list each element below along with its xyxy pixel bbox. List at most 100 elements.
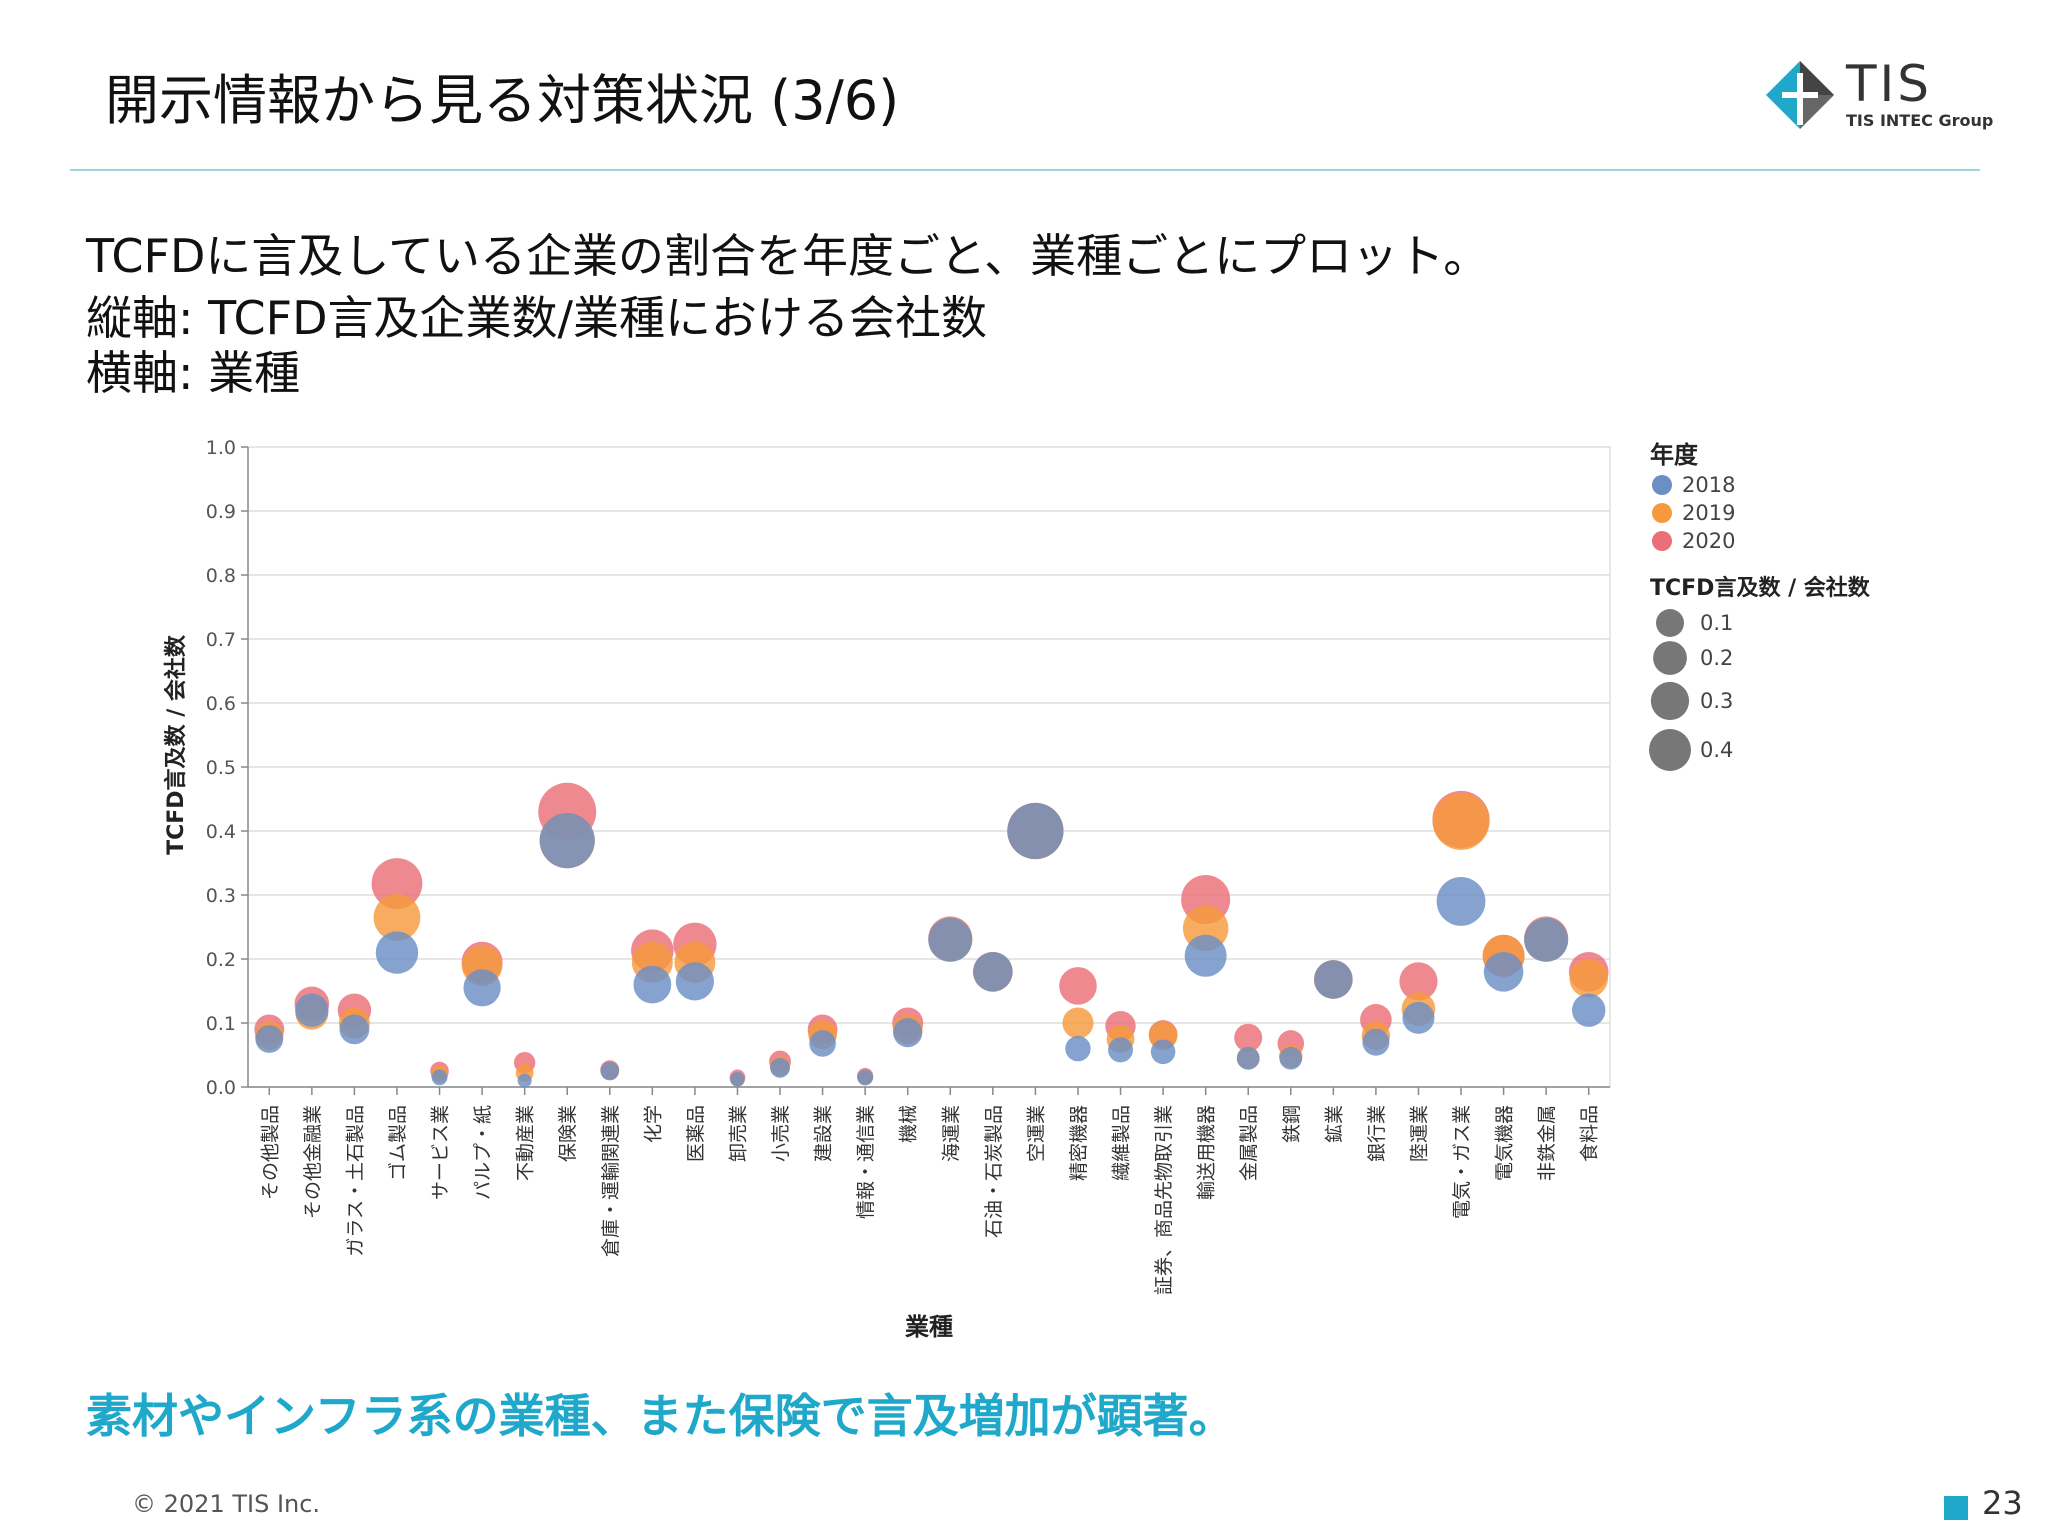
header-divider: [70, 169, 1980, 171]
x-tick-label: 陸運業: [1408, 1105, 1430, 1162]
data-point-2018: [1362, 1028, 1390, 1056]
x-tick-label: 小売業: [770, 1105, 792, 1162]
legend-label: 2019: [1682, 501, 1735, 525]
data-point-2018: [1007, 802, 1064, 860]
data-point-2018: [1402, 1001, 1435, 1034]
data-point-2018: [600, 1061, 620, 1081]
legend-size-label: 0.1: [1700, 611, 1733, 635]
x-tick-label: 海運業: [940, 1105, 962, 1162]
y-tick-label: 0.9: [206, 501, 236, 523]
logo-text: TIS: [1846, 55, 1933, 113]
description-line: 縦軸: TCFD言及企業数/業種における会社数: [86, 291, 988, 345]
x-tick-label: パルプ・紙: [472, 1105, 494, 1200]
y-tick-label: 0.1: [206, 1013, 236, 1035]
copyright: © 2021 TIS Inc.: [132, 1490, 321, 1518]
data-point-2020: [1234, 1023, 1263, 1052]
data-point-2018: [1184, 934, 1227, 977]
data-point-2018: [375, 931, 419, 974]
x-tick-label: 電気機器: [1494, 1105, 1516, 1181]
data-point-2018: [1572, 993, 1606, 1027]
y-tick-label: 0.6: [206, 693, 236, 715]
description-line: TCFDに言及している企業の割合を年度ごと、業種ごとにプロット。: [86, 229, 1490, 283]
data-point-2018: [295, 993, 329, 1027]
legend-size-label: 0.2: [1700, 646, 1733, 670]
x-tick-label: ガラス・土石製品: [344, 1105, 366, 1257]
x-tick-label: 銀行業: [1366, 1105, 1388, 1162]
y-tick-label: 1.0: [206, 437, 236, 459]
y-tick-label: 0.3: [206, 885, 236, 907]
x-tick-label: 鉄鋼: [1281, 1105, 1303, 1143]
logo-subtext: TIS INTEC Group: [1846, 111, 1994, 130]
data-point-2018: [1150, 1039, 1176, 1065]
x-tick-label: サービス業: [430, 1105, 452, 1200]
x-tick-label: 建設業: [813, 1105, 835, 1162]
data-point-2018: [928, 917, 973, 962]
page-number-marker: [1944, 1496, 1968, 1520]
description-line: 横軸: 業種: [86, 346, 301, 400]
data-point-2018: [1236, 1046, 1260, 1070]
legend-size-swatch: [1653, 641, 1687, 675]
x-tick-label: 石油・石炭製品: [983, 1105, 1005, 1238]
legend-size-swatch: [1649, 729, 1691, 771]
data-point-2018: [1108, 1037, 1134, 1063]
bubble-chart: 0.0 0.1 0.2 0.3 0.4 0.5 0.6 0.7 0.8 0.9 1.0 その他製品 その…: [163, 437, 1871, 1341]
data-point-2018: [1314, 960, 1353, 999]
x-tick-label: 情報・通信業: [855, 1105, 877, 1219]
x-tick-label: 不動産業: [515, 1105, 537, 1181]
y-tick-label: 0.7: [206, 629, 236, 651]
x-tick-label: 医薬品: [685, 1105, 707, 1162]
legend-size-swatch: [1656, 609, 1684, 637]
data-point-2020: [1399, 962, 1438, 1001]
data-point-2018: [675, 962, 715, 1001]
x-axis-label: 業種: [905, 1313, 953, 1341]
x-tick-label: ゴム製品: [387, 1105, 409, 1181]
x-tick-label: 輸送用機器: [1196, 1105, 1218, 1200]
legend-size-label: 0.3: [1700, 689, 1733, 713]
data-point-2018: [1065, 1035, 1091, 1062]
y-tick-label: 0.4: [206, 821, 236, 843]
data-point-2018: [517, 1073, 532, 1088]
company-logo: TIS TIS INTEC Group: [1760, 55, 1994, 145]
x-tick-label: 空運業: [1025, 1105, 1047, 1162]
data-point-2018: [1524, 917, 1569, 962]
data-point-2018: [973, 952, 1013, 992]
x-tick-label: 食料品: [1579, 1105, 1601, 1162]
y-tick-label: 0.8: [206, 565, 236, 587]
data-point-2020: [371, 858, 423, 909]
data-point-2018: [730, 1072, 745, 1087]
data-point-2018: [539, 813, 595, 869]
data-point-2018: [1436, 877, 1486, 926]
x-tick-label: 卸売業: [727, 1105, 749, 1162]
data-point-2018: [339, 1014, 370, 1045]
x-tick-label: 精密機器: [1068, 1105, 1090, 1181]
data-point-2018: [431, 1069, 448, 1086]
data-point-2018: [770, 1057, 790, 1078]
x-tick-label: 倉庫・運輸関連業: [600, 1105, 622, 1257]
data-point-2018: [893, 1018, 923, 1048]
legend-color-title: 年度: [1650, 441, 1699, 469]
x-tick-label: その他金融業: [302, 1105, 324, 1219]
page-number: 23: [1982, 1484, 2023, 1522]
legend-swatch: [1652, 503, 1672, 523]
data-point-2019: [1569, 958, 1609, 998]
legend-size-label: 0.4: [1700, 738, 1733, 762]
x-tick-label: 金属製品: [1238, 1105, 1260, 1181]
data-point-2019: [373, 894, 421, 941]
y-tick-label: 0.5: [206, 757, 236, 779]
x-tick-label: 非鉄金属: [1536, 1105, 1558, 1181]
data-point-2018: [857, 1069, 874, 1086]
x-tick-label: 保険業: [557, 1105, 579, 1162]
legend-size-title: TCFD言及数 / 会社数: [1650, 575, 1871, 601]
plot-area: 0.0 0.1 0.2 0.3 0.4 0.5 0.6 0.7 0.8 0.9 1.0 その他製品 その…: [206, 437, 1611, 1295]
data-point-2018: [1279, 1046, 1303, 1070]
legend-label: 2018: [1682, 473, 1735, 497]
data-point-2019: [1062, 1007, 1094, 1039]
x-tick-label: その他製品: [259, 1105, 281, 1200]
legend-size-swatch: [1650, 681, 1690, 721]
y-axis-label: TCFD言及数 / 会社数: [163, 634, 189, 855]
page-title: 開示情報から見る対策状況 (3/6): [105, 69, 900, 132]
x-tick-label: 化学: [642, 1105, 664, 1143]
data-point-2018: [1483, 952, 1524, 992]
legend-swatch: [1652, 475, 1672, 495]
tis-logo-icon: [1766, 61, 1834, 129]
